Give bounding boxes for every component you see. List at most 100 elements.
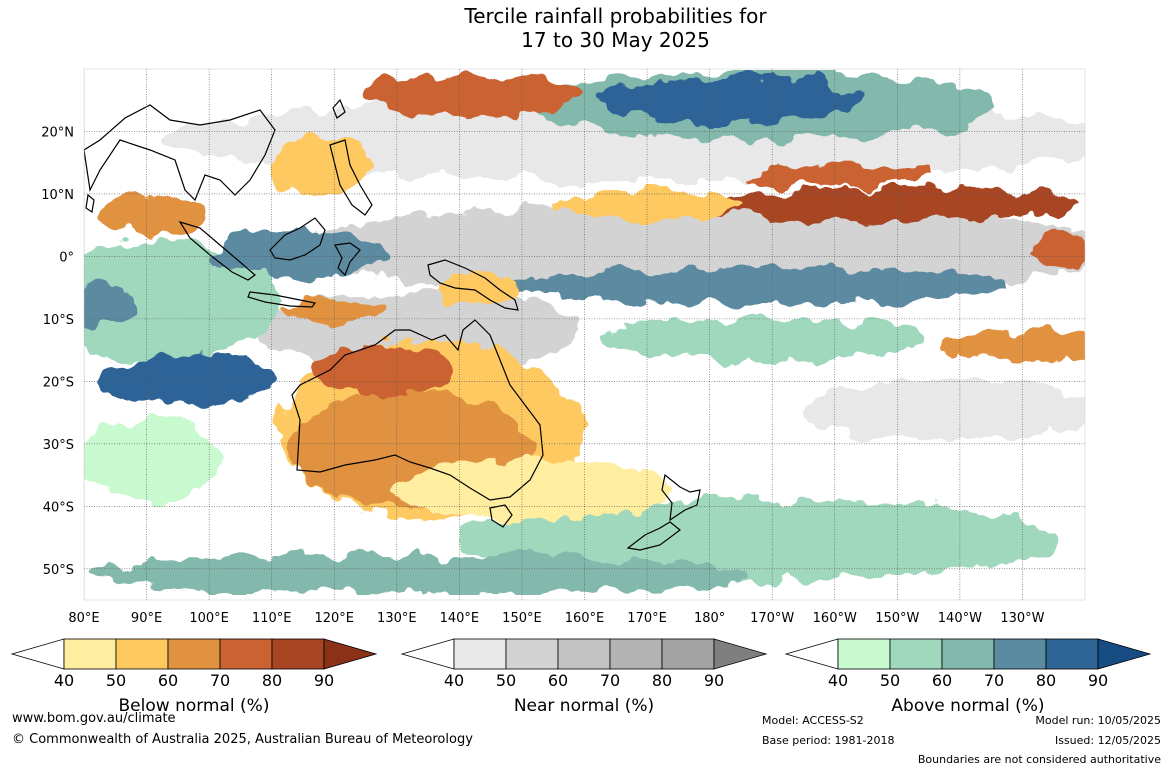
- colorbar-tick: 50: [106, 671, 126, 690]
- colorbar-above: 40 50 60 70 80 90: [784, 638, 1152, 690]
- colorbar-extend-low: [10, 638, 65, 670]
- longitude-labels: 80°E 90°E 100°E 110°E 120°E 130°E 140°E 150°E 16…: [68, 611, 1044, 626]
- footer-base-period: Base period: 1981-2018: [762, 734, 895, 747]
- colorbar-near: 40 50 60 70 80 90: [400, 638, 768, 690]
- lon-label: 160°E: [565, 611, 605, 626]
- coast-sulawesi: [334, 242, 361, 277]
- region-below-png: [440, 276, 520, 304]
- region-above-sw-indian: [84, 420, 220, 500]
- lat-label: 50°S: [43, 563, 74, 578]
- colorbar-extend-high: [323, 638, 378, 670]
- probability-field: [84, 69, 1085, 600]
- colorbar-tick: 80: [262, 671, 282, 690]
- lon-label: 130°E: [377, 611, 417, 626]
- colorbar-swatch: [993, 638, 1047, 670]
- colorbar-swatch: [167, 638, 221, 670]
- title-line-1: Tercile rainfall probabilities for: [464, 4, 767, 28]
- lon-label: 120°E: [314, 611, 354, 626]
- lon-label: 140°W: [938, 611, 982, 626]
- latitude-labels: 20°N 10°N 0° 10°S 20°S 30°S 40°S 50°S: [41, 125, 74, 577]
- region-below-far-east: [1030, 230, 1085, 270]
- colorbar-tick: 80: [1036, 671, 1056, 690]
- lat-label: 20°S: [43, 375, 74, 390]
- colorbar-tick: 90: [704, 671, 724, 690]
- colorbar-title-below: Below normal (%): [118, 696, 270, 716]
- colorbar-swatch: [941, 638, 995, 670]
- colorbar-tick: 90: [314, 671, 334, 690]
- lat-label: 0°: [59, 250, 74, 265]
- lon-label: 130°W: [1000, 611, 1044, 626]
- colorbar-tick: 50: [880, 671, 900, 690]
- region-below-tasman: [390, 460, 670, 520]
- region-below-nusa-tenggara: [280, 300, 380, 320]
- colorbar-tick: 40: [444, 671, 464, 690]
- lon-label: 150°W: [875, 611, 919, 626]
- footer-copyright: © Commonwealth of Australia 2025, Austra…: [12, 732, 473, 747]
- lon-label: 110°E: [252, 611, 292, 626]
- lon-label: 140°E: [440, 611, 480, 626]
- footer-model-run: Model run: 10/05/2025: [1035, 714, 1161, 727]
- lat-label: 40°S: [43, 500, 74, 515]
- colorbar-swatch: [609, 638, 663, 670]
- colorbar-extend-high: [713, 638, 768, 670]
- region-below-east: [940, 329, 1085, 361]
- footer-url[interactable]: www.bom.gov.au/climate: [12, 711, 176, 726]
- coast-new-zealand-south: [626, 521, 681, 551]
- region-below-south-china-sea: [270, 135, 370, 195]
- region-above-nw-pacific-core: [600, 78, 860, 122]
- colorbar-extend-low: [400, 638, 455, 670]
- colorbar-swatch: [661, 638, 715, 670]
- region-below-nw-australia: [310, 345, 450, 395]
- colorbar-swatch: [271, 638, 325, 670]
- colorbar-tick: 70: [984, 671, 1004, 690]
- coast-sri-lanka: [85, 193, 95, 214]
- colorbar-tick: 70: [600, 671, 620, 690]
- lon-label: 150°E: [502, 611, 542, 626]
- colorbar-swatch: [115, 638, 169, 670]
- lon-label: 170°W: [750, 611, 794, 626]
- region-above-south-equatorial: [510, 267, 1010, 303]
- colorbar-swatch: [557, 638, 611, 670]
- region-above-sw-pacific: [600, 318, 920, 362]
- colorbar-title-near: Near normal (%): [513, 696, 655, 716]
- region-near-se: [800, 380, 1085, 440]
- colorbar-below: 40 50 60 70 80 90: [10, 638, 378, 690]
- coast-tasmania: [489, 504, 513, 528]
- coastlines: [84, 98, 701, 551]
- lat-label: 10°N: [41, 188, 74, 203]
- coast-australia: [291, 319, 544, 501]
- colorbar-tick: 40: [54, 671, 74, 690]
- coast-taiwan: [332, 98, 346, 119]
- region-below-itcz-north: [750, 163, 930, 187]
- lon-label: 100°E: [189, 611, 229, 626]
- colorbar-tick: 90: [1088, 671, 1108, 690]
- region-below-itcz: [700, 189, 1080, 221]
- colorbar-swatch: [837, 638, 891, 670]
- region-above-maritime: [210, 230, 390, 280]
- region-below-central: [560, 191, 740, 219]
- region-above-indian-core: [100, 355, 280, 405]
- lon-label: 160°W: [813, 611, 857, 626]
- map-title: Tercile rainfall probabilities for 17 to…: [0, 4, 1173, 52]
- colorbar-extend-high: [1097, 638, 1152, 670]
- graticule: [84, 69, 1085, 600]
- shaded-regions: [84, 70, 1085, 595]
- lat-label: 10°S: [43, 313, 74, 328]
- colorbar-swatch: [1045, 638, 1099, 670]
- footer-disclaimer: Boundaries are not considered authoritat…: [917, 753, 1161, 766]
- colorbar-swatch: [889, 638, 943, 670]
- coast-new-zealand-north: [661, 473, 701, 522]
- colorbar-tick: 60: [158, 671, 178, 690]
- colorbar-tick: 60: [548, 671, 568, 690]
- coast-sumatra: [178, 220, 256, 281]
- region-below-bay-bengal: [90, 195, 210, 235]
- colorbar-tick: 40: [828, 671, 848, 690]
- footer-model: Model: ACCESS-S2: [762, 714, 864, 727]
- colorbar-tick: 80: [652, 671, 672, 690]
- coast-philippines: [329, 139, 373, 216]
- footer-issued: Issued: 12/05/2025: [1054, 734, 1161, 747]
- coast-new-guinea: [427, 259, 519, 311]
- lat-label: 20°N: [41, 125, 74, 140]
- colorbar-swatch: [219, 638, 273, 670]
